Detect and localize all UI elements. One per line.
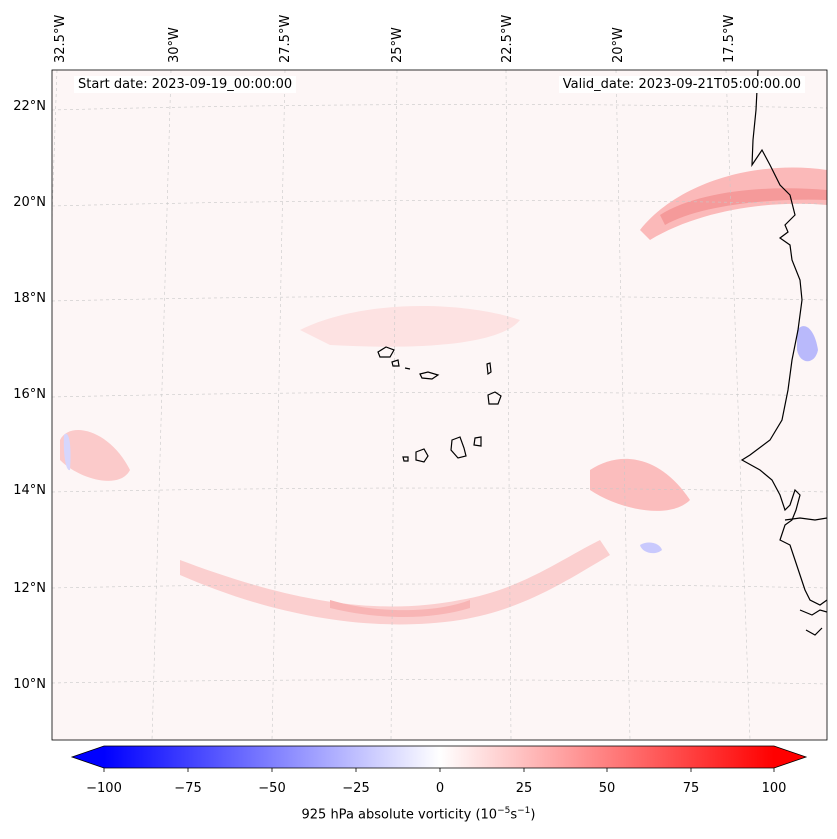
negative-vorticity-east (797, 326, 818, 362)
vorticity-band-north-core (660, 188, 827, 225)
lon-label-30: 30°W (167, 27, 182, 63)
lat-label-16: 16°N (13, 387, 46, 402)
vorticity-arc-south-core (330, 600, 470, 617)
island-sal (486, 362, 492, 376)
lon-label-17-5: 17.5°W (722, 15, 737, 63)
map-frame (51, 69, 828, 741)
coastline-guinea-bissau (799, 609, 827, 636)
colorbar-extend-high (774, 746, 806, 768)
island-santo-antao (377, 346, 395, 358)
colorbar-label-text: 925 hPa absolute vorticity (10 (301, 807, 498, 823)
island-maio (473, 436, 482, 447)
lon-label-27-5: 27.5°W (278, 15, 293, 63)
island-santa-luzia (404, 367, 411, 370)
colorbar-tick-label: 0 (435, 781, 445, 796)
colorbar-label-exponent-2: −1 (517, 806, 531, 816)
valid-date-label: Valid_date: 2023-09-21T05:00:00.00 (558, 76, 805, 93)
vorticity-field-background (52, 70, 827, 740)
island-sao-nicolau (419, 371, 440, 380)
negative-vorticity-south (640, 542, 662, 554)
colorbar-label: 925 hPa absolute vorticity (10−5s−1) (0, 806, 837, 822)
lat-label-12: 12°N (13, 581, 46, 596)
lon-label-22-5: 22.5°W (500, 15, 515, 63)
latitude-labels: 22°N 20°N 18°N 16°N 14°N 12°N 10°N (13, 99, 46, 692)
lat-label-20: 20°N (13, 195, 46, 210)
vorticity-blob-west (60, 430, 130, 481)
island-boa-vista (487, 391, 502, 405)
colorbar-label-unit: s (510, 807, 518, 823)
colorbar-extend-low (72, 746, 104, 768)
island-fogo (415, 448, 429, 463)
colorbar (70, 745, 808, 772)
lat-label-14: 14°N (13, 483, 46, 498)
negative-vorticity-west (63, 433, 71, 471)
graticule (52, 70, 827, 740)
lat-label-22: 22°N (13, 99, 46, 114)
island-santiago (450, 436, 467, 459)
lon-label-25: 25°W (390, 27, 405, 63)
colorbar-tick-label: 50 (598, 781, 616, 796)
cape-verde-islands (377, 346, 502, 463)
map-panel (52, 70, 827, 740)
island-brava (402, 456, 409, 462)
lon-label-20: 20°W (611, 27, 626, 63)
coastline-gambia (784, 517, 827, 521)
vorticity-patch-center (300, 306, 520, 347)
lat-label-18: 18°N (13, 291, 46, 306)
colorbar-tick-label: 100 (761, 781, 787, 796)
colorbar-tick-label: −100 (86, 781, 122, 796)
colorbar-tick-label: −75 (174, 781, 202, 796)
colorbar-positive-range (440, 746, 774, 768)
coastline-west-africa (740, 70, 827, 606)
colorbar-negative-range (104, 746, 440, 768)
colorbar-tick-label: −50 (258, 781, 286, 796)
island-sao-vicente (391, 359, 400, 367)
vorticity-blob-east (590, 458, 690, 511)
lat-label-10: 10°N (13, 677, 46, 692)
start-date-label: Start date: 2023-09-19_00:00:00 (74, 76, 297, 93)
colorbar-tick-label: −25 (342, 781, 370, 796)
colorbar-label-exponent: −5 (497, 806, 511, 816)
lon-label-32-5: 32.5°W (53, 15, 68, 63)
longitude-labels: 32.5°W 30°W 27.5°W 25°W 22.5°W 20°W 17.5… (53, 15, 737, 63)
vorticity-contours (60, 167, 827, 625)
colorbar-tick-label: 75 (682, 781, 700, 796)
colorbar-label-end: ) (530, 807, 536, 823)
vorticity-arc-south (180, 540, 610, 625)
colorbar-tick-label: 25 (515, 781, 533, 796)
